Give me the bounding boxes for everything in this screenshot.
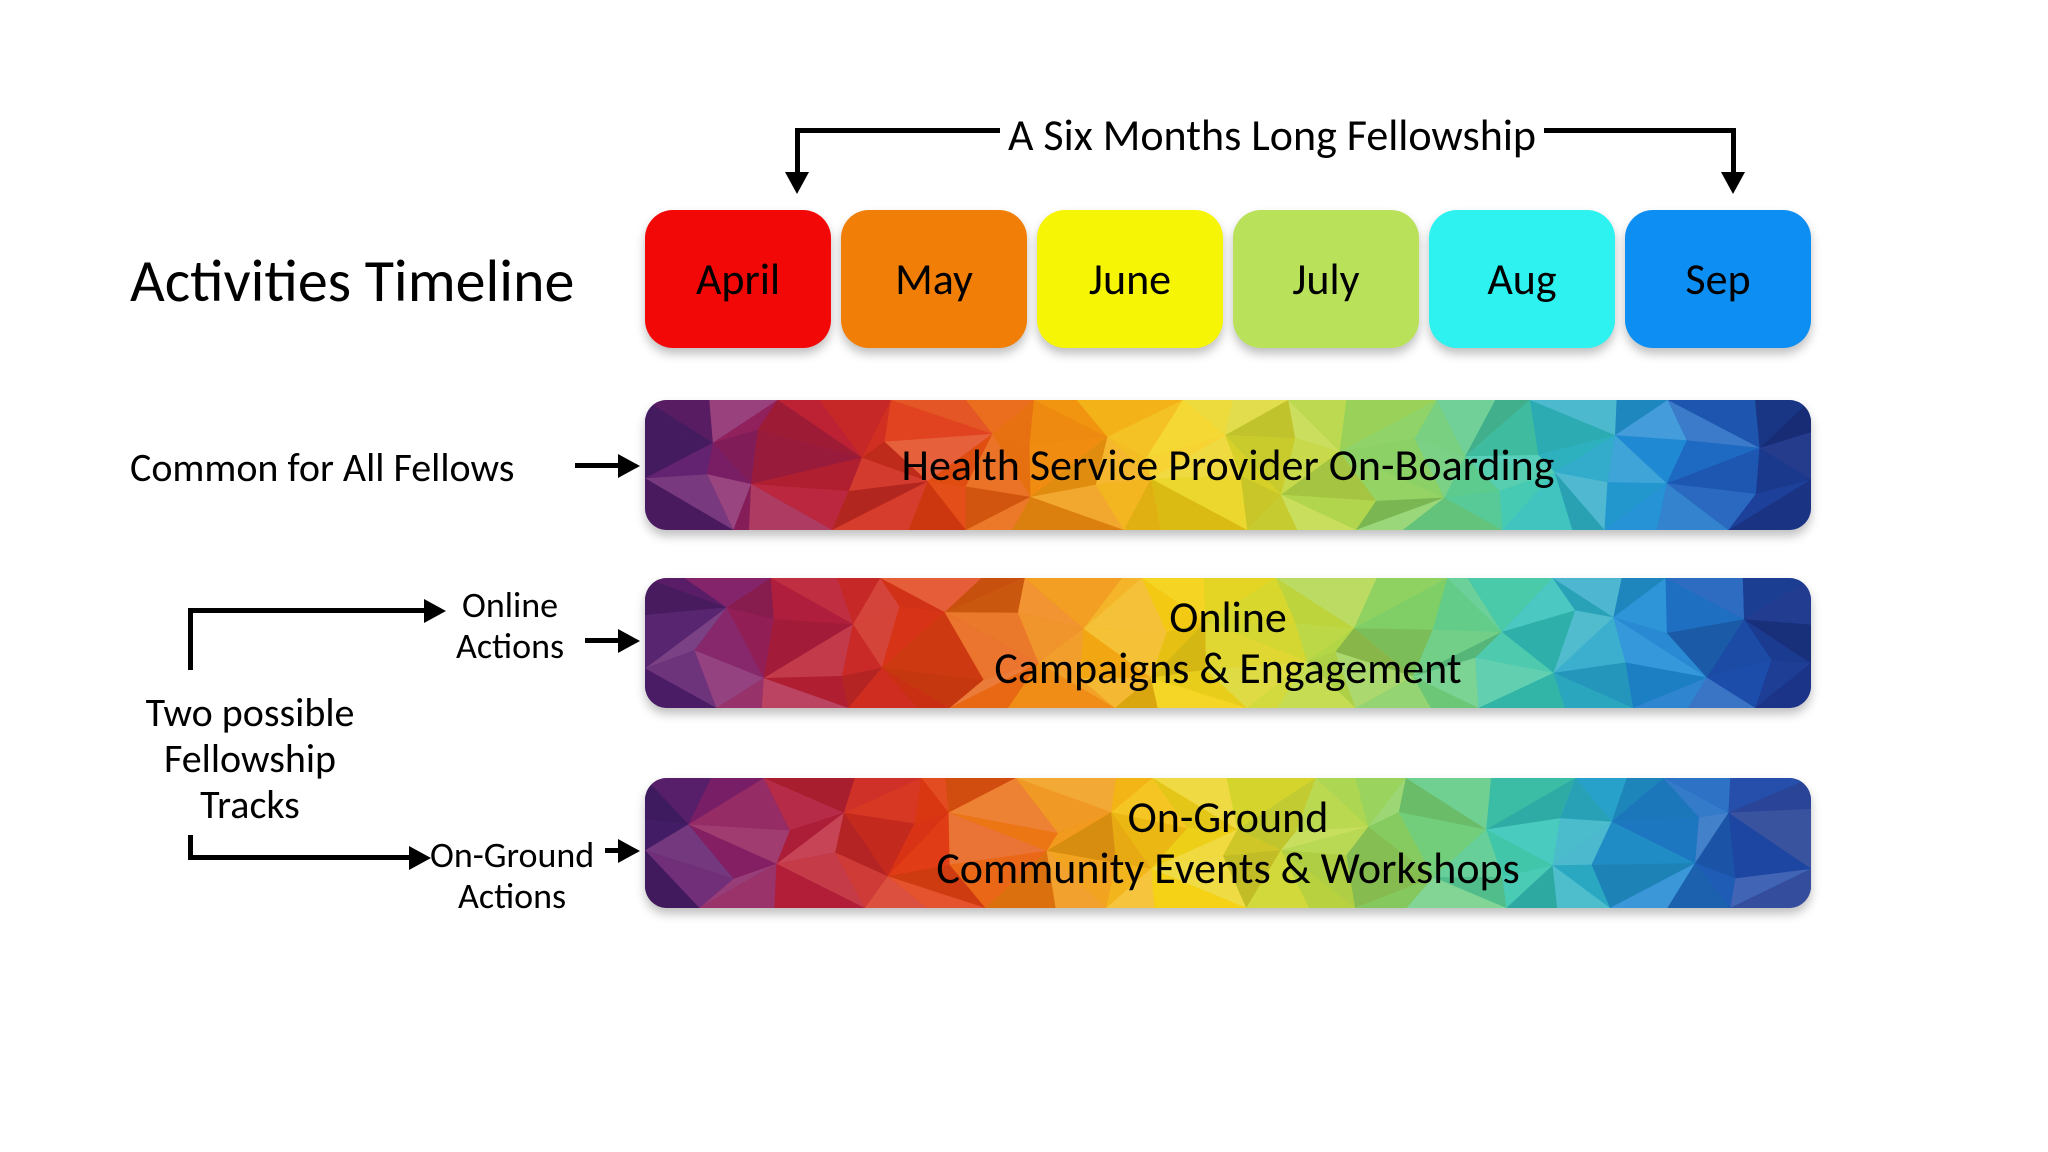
label-online-actions-l1: Online: [462, 583, 558, 627]
header-bracket-right: [1731, 128, 1736, 176]
track-bar-onground: On-Ground Community Events & Workshops: [645, 778, 1811, 908]
month-box-sep: Sep: [1625, 210, 1811, 348]
arrow-common: [575, 463, 623, 468]
tracks-bracket-stem: [188, 608, 193, 670]
label-onground-actions: On-Ground Actions: [430, 835, 594, 918]
label-two-tracks-l2: Fellowship: [164, 734, 336, 783]
label-online-actions: Online Actions: [456, 585, 564, 668]
month-box-july: July: [1233, 210, 1419, 348]
header-arrowhead-right: [1721, 172, 1745, 194]
arrowhead-online: [618, 629, 640, 653]
arrowhead-common: [618, 454, 640, 478]
header-bracket-left: [795, 128, 800, 176]
track-bar-online: Online Campaigns & Engagement: [645, 578, 1811, 708]
tracks-arrowhead-bottom: [409, 846, 431, 870]
tracks-bracket-top: [188, 608, 428, 613]
header-label: A Six Months Long Fellowship: [1000, 108, 1544, 162]
header-arrowhead-left: [785, 172, 809, 194]
track-label-common-l1: Health Service Provider On-Boarding: [902, 438, 1555, 492]
track-label-onground: On-Ground Community Events & Workshops: [936, 792, 1519, 893]
tracks-arrowhead-top: [424, 599, 446, 623]
label-common-for-all: Common for All Fellows: [130, 445, 514, 491]
months-row: AprilMayJuneJulyAugSep: [645, 210, 1811, 348]
label-two-tracks-l1: Two possible: [146, 688, 355, 737]
track-label-onground-l2: Community Events & Workshops: [936, 841, 1519, 895]
track-label-online-l1: Online: [1169, 590, 1286, 644]
diagram-stage: Activities Timeline A Six Months Long Fe…: [0, 0, 2048, 1152]
label-two-tracks-l3: Tracks: [200, 780, 300, 829]
page-title: Activities Timeline: [130, 245, 574, 318]
label-online-actions-l2: Actions: [456, 624, 564, 668]
label-two-tracks: Two possible Fellowship Tracks: [125, 690, 375, 828]
tracks-bracket-bottom: [188, 855, 413, 860]
label-onground-actions-l1: On-Ground: [430, 833, 594, 877]
label-onground-actions-l2: Actions: [458, 874, 566, 918]
month-box-aug: Aug: [1429, 210, 1615, 348]
track-bar-common: Health Service Provider On-Boarding: [645, 400, 1811, 530]
track-label-online: Online Campaigns & Engagement: [994, 592, 1461, 693]
month-box-june: June: [1037, 210, 1223, 348]
month-box-may: May: [841, 210, 1027, 348]
track-label-common: Health Service Provider On-Boarding: [902, 440, 1555, 491]
track-label-online-l2: Campaigns & Engagement: [994, 641, 1461, 695]
month-box-april: April: [645, 210, 831, 348]
arrowhead-onground: [618, 839, 640, 863]
track-label-onground-l1: On-Ground: [1128, 790, 1329, 844]
